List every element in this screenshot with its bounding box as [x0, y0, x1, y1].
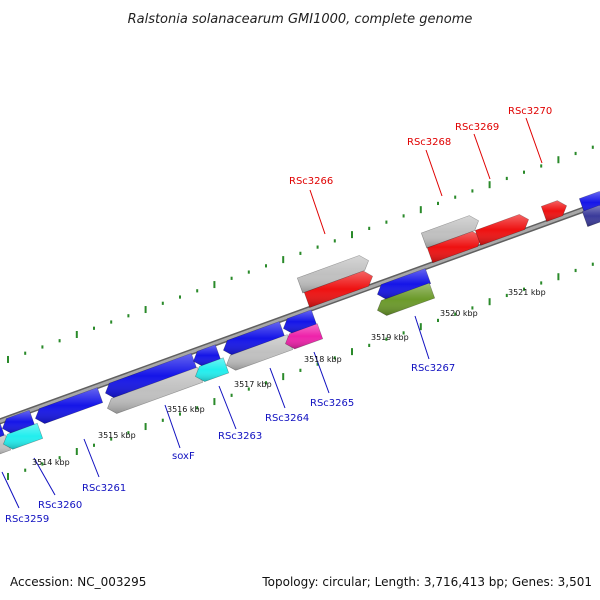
pointer-rsc3263: [218, 385, 237, 430]
kbp-label-3519: 3519 kbp: [371, 333, 409, 342]
pointer-rsc3264: [269, 367, 286, 409]
kbp-label-3514: 3514 kbp: [32, 458, 70, 467]
gene-label-rsc3266[interactable]: RSc3266: [289, 176, 333, 187]
gene-label-rsc3270[interactable]: RSc3270: [508, 106, 552, 117]
pointer-rsc3270: [525, 117, 543, 164]
map-title: Ralstonia solanacearum GMI1000, complete…: [128, 12, 473, 27]
pointer-rsc3265: [313, 351, 330, 394]
gene-label-rsc3261[interactable]: RSc3261: [82, 483, 126, 494]
gene-label-rsc3269[interactable]: RSc3269: [455, 122, 499, 133]
accession-text: Accession: NC_003295: [10, 575, 146, 589]
gene-label-rsc3259[interactable]: RSc3259: [5, 514, 49, 525]
gene-label-rsc3264[interactable]: RSc3264: [265, 413, 309, 424]
kbp-labels: 3514 kbp 3515 kbp 3516 kbp 3517 kbp 3518…: [32, 288, 546, 467]
pointer-rsc3269: [473, 133, 491, 180]
kbp-label-3520: 3520 kbp: [440, 309, 478, 318]
gene-label-rsc3263[interactable]: RSc3263: [218, 431, 262, 442]
gene-label-rsc3268[interactable]: RSc3268: [407, 137, 451, 148]
pointer-rsc3261: [83, 438, 100, 478]
kbp-label-3515: 3515 kbp: [98, 431, 136, 440]
kbp-label-3517: 3517 kbp: [234, 380, 272, 389]
inner-tick-track: [7, 262, 594, 480]
gene-labels-reverse: RSc3259 RSc3260 RSc3261 soxF RSc3263 RSc…: [5, 363, 455, 525]
gene-label-soxf[interactable]: soxF: [172, 451, 195, 462]
outer-tick-track: [7, 145, 594, 363]
label-pointers: [1, 117, 543, 509]
pointer-rsc3266: [309, 189, 326, 235]
gene-label-rsc3267[interactable]: RSc3267: [411, 363, 455, 374]
summary-text: Topology: circular; Length: 3,716,413 bp…: [261, 575, 592, 589]
gene-label-rsc3260[interactable]: RSc3260: [38, 500, 82, 511]
pointer-rsc3259: [1, 471, 20, 509]
pointer-rsc3268: [425, 149, 443, 197]
pointer-rsc3260: [33, 457, 56, 496]
kbp-label-3516: 3516 kbp: [167, 405, 205, 414]
pointer-rsc3267: [414, 315, 430, 360]
gene-labels-forward: RSc3266 RSc3268 RSc3269 RSc3270: [289, 106, 552, 187]
gene-label-rsc3265[interactable]: RSc3265: [310, 398, 354, 409]
kbp-label-3521: 3521 kbp: [508, 288, 546, 297]
pointer-soxf: [164, 404, 181, 449]
kbp-label-3518: 3518 kbp: [304, 355, 342, 364]
